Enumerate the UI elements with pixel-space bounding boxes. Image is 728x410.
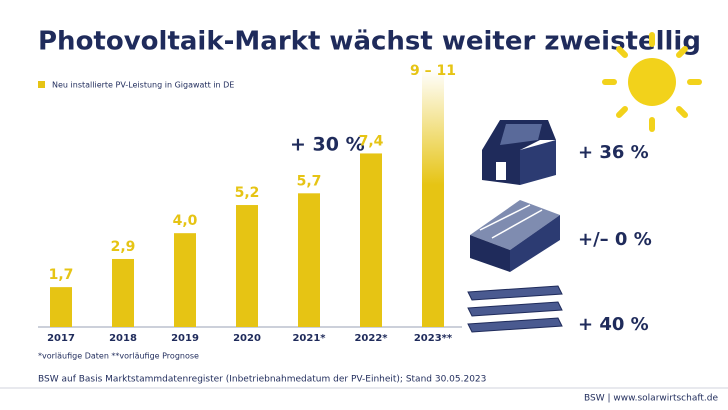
value-label: 7,4 xyxy=(359,133,384,149)
segment-growth: +/– 0 % xyxy=(578,229,652,250)
bar xyxy=(236,205,258,327)
value-label: 9 – 11 xyxy=(410,63,456,79)
value-label: 4,0 xyxy=(173,213,198,229)
panels-icon xyxy=(467,285,563,333)
growth-annotation: + 30 % xyxy=(290,134,365,156)
legend-swatch xyxy=(38,81,45,88)
x-tick-label: 2020 xyxy=(233,333,261,344)
segment-growth: + 40 % xyxy=(578,314,649,335)
x-tick-label: 2018 xyxy=(109,333,137,344)
bar xyxy=(112,258,134,327)
bar xyxy=(174,233,196,327)
bar xyxy=(298,193,320,327)
source: BSW auf Basis Marktstammdatenregister (I… xyxy=(38,375,486,385)
sun-icon xyxy=(602,32,702,132)
x-tick-label: 2017 xyxy=(47,333,75,344)
x-tick-label: 2019 xyxy=(171,333,199,344)
segment-growth: + 36 % xyxy=(578,142,649,163)
footer: BSW | www.solarwirtschaft.de xyxy=(584,394,718,404)
bar xyxy=(360,153,382,327)
factory-icon xyxy=(470,200,560,272)
x-tick-label: 2022* xyxy=(354,333,388,344)
x-tick-label: 2021* xyxy=(292,333,326,344)
value-label: 2,9 xyxy=(111,239,136,255)
bar xyxy=(50,287,72,327)
value-label: 5,7 xyxy=(297,173,322,189)
footnote: *vorläufige Daten **vorläufige Prognose xyxy=(38,352,199,361)
chart-title: Photovoltaik-Markt wächst weiter zweiste… xyxy=(38,27,701,57)
value-label: 5,2 xyxy=(235,185,260,201)
legend-label: Neu installierte PV-Leistung in Gigawatt… xyxy=(52,81,234,90)
bar xyxy=(422,69,444,327)
house-icon xyxy=(482,120,556,185)
value-label: 1,7 xyxy=(49,267,74,283)
x-tick-label: 2023** xyxy=(414,333,453,344)
